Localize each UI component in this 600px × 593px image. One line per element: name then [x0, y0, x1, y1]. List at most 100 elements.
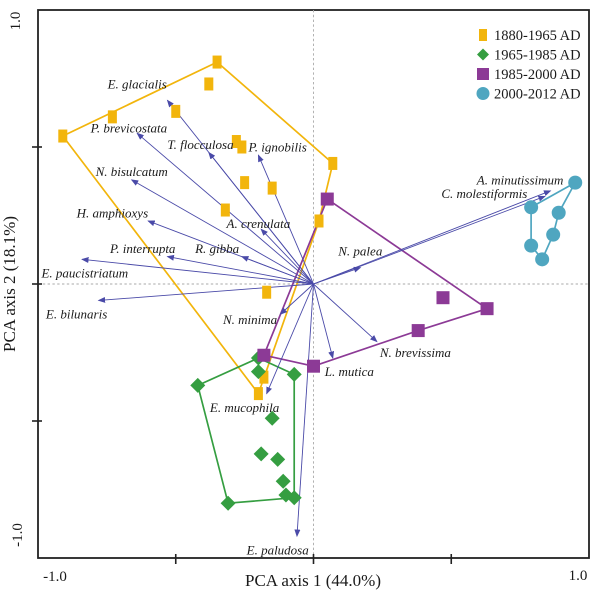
data-point — [480, 302, 494, 316]
data-point — [253, 446, 269, 462]
group-points-2000-2012-ad — [524, 175, 583, 267]
data-point — [551, 205, 566, 220]
legend-item-label: 1880-1965 AD — [494, 28, 581, 44]
hull-1965-1985-ad — [196, 357, 296, 505]
hull-1985-2000-ad — [263, 198, 488, 368]
x-tick-label-min: -1.0 — [43, 569, 67, 585]
legend-item-label: 1965-1985 AD — [494, 48, 581, 64]
data-points — [58, 55, 583, 511]
data-point — [212, 55, 222, 69]
data-point — [58, 129, 68, 143]
species-label-e-paucistriatum: E. paucistriatum — [40, 266, 128, 281]
data-point — [524, 200, 539, 215]
data-point — [237, 140, 247, 154]
hull-1880-1965-ad — [61, 61, 334, 395]
species-label-p-brevicostata: P. brevicostata — [90, 120, 168, 135]
vector-n-minima — [279, 283, 314, 315]
legend-item-label: 2000-2012 AD — [494, 87, 581, 103]
vector-l-mutica — [313, 283, 335, 359]
vector-r-gibba — [240, 256, 314, 285]
data-point — [231, 135, 241, 149]
species-label-h-amphioxys: H. amphioxys — [76, 205, 149, 220]
species-label-e-mucophila: E. mucophila — [209, 400, 280, 415]
species-label-a-minutissimum: A. minutissimum — [476, 172, 564, 187]
species-label-t-flocculosa: T. flocculosa — [167, 137, 234, 152]
y-tick-label-min: -1.0 — [10, 523, 26, 547]
vector-t-flocculosa — [208, 151, 314, 285]
species-label-e-paludosa: E. paludosa — [246, 542, 310, 557]
data-point — [320, 192, 334, 206]
species-label-n-brevissima: N. brevissima — [379, 345, 452, 360]
species-label-n-bisulcatum: N. bisulcatum — [95, 164, 168, 179]
species-label-p-ignobilis: P. ignobilis — [248, 140, 307, 155]
legend-item-label: 1985-2000 AD — [494, 67, 581, 83]
species-label-n-palea: N. palea — [337, 244, 383, 259]
data-point — [204, 77, 214, 91]
species-label-c-molestiformis: C. molestiformis — [441, 186, 527, 201]
x-tick-label-max: 1.0 — [569, 568, 588, 584]
species-label-e-glacialis: E. glacialis — [107, 77, 167, 92]
vector-n-brevissima — [313, 283, 378, 343]
data-point — [270, 451, 286, 467]
data-point — [328, 156, 338, 170]
species-label-l-mutica: L. mutica — [324, 364, 375, 379]
data-point — [275, 473, 291, 489]
vector-e-paludosa — [294, 283, 314, 538]
data-point — [262, 285, 272, 299]
legend-item-1985-2000-ad: 1985-2000 AD — [477, 67, 581, 83]
data-point — [286, 366, 302, 382]
species-label-n-minima: N. minima — [222, 312, 278, 327]
species-label-r-gibba: R. gibba — [194, 241, 240, 256]
group-points-1880-1965-ad — [58, 55, 338, 401]
group-points-1965-1985-ad — [190, 350, 302, 511]
data-point — [250, 364, 266, 380]
data-point — [314, 214, 324, 228]
data-point — [253, 387, 263, 401]
data-point — [107, 110, 117, 124]
data-point — [535, 252, 550, 267]
legend-marker-icon — [477, 48, 489, 61]
vector-n-bisulcatum — [130, 179, 314, 285]
data-point — [190, 377, 206, 393]
species-label-a-crenulata: A. crenulata — [226, 216, 291, 231]
data-point — [524, 238, 539, 253]
legend-marker-icon — [479, 29, 487, 41]
legend-item-1965-1985-ad: 1965-1985 AD — [477, 48, 581, 64]
legend-item-2000-2012-ad: 2000-2012 AD — [476, 87, 581, 103]
data-point — [220, 203, 230, 217]
legend-marker-icon — [476, 87, 490, 100]
data-point — [264, 410, 280, 426]
y-tick-label-max: 1.0 — [8, 12, 24, 31]
data-point — [267, 181, 277, 195]
data-point — [286, 490, 302, 506]
vector-a-crenulata — [260, 228, 314, 285]
data-point — [307, 359, 320, 373]
group-points-1985-2000-ad — [257, 192, 494, 373]
legend: 1880-1965 AD 1965-1985 AD 1985-2000 AD 2000… — [476, 28, 581, 103]
data-point — [546, 227, 561, 242]
data-point — [259, 370, 269, 384]
data-point — [220, 495, 236, 511]
data-point — [568, 175, 583, 190]
legend-item-1880-1965-ad: 1880-1965 AD — [479, 28, 581, 44]
data-point — [240, 176, 250, 190]
data-point — [436, 291, 450, 305]
vector-e-paucistriatum — [81, 257, 314, 285]
vector-e-mucophila — [266, 283, 314, 395]
species-labels: E. glacialis P. brevicostata T. flocculosa… — [40, 77, 563, 558]
data-point — [257, 348, 271, 362]
x-axis-title: PCA axis 1 (44.0%) — [245, 571, 381, 590]
vector-a-minutissimum — [313, 190, 552, 285]
species-label-e-bilunaris: E. bilunaris — [45, 307, 107, 322]
vector-e-bilunaris — [97, 283, 314, 303]
data-point — [171, 104, 181, 118]
species-label-p-interrupta: P. interrupta — [109, 241, 176, 256]
data-point — [411, 324, 425, 338]
species-vectors — [81, 99, 552, 538]
axis-ticks — [32, 146, 453, 564]
vector-p-interrupta — [166, 254, 314, 285]
legend-marker-icon — [477, 68, 489, 80]
vector-c-molestiformis — [313, 195, 546, 285]
